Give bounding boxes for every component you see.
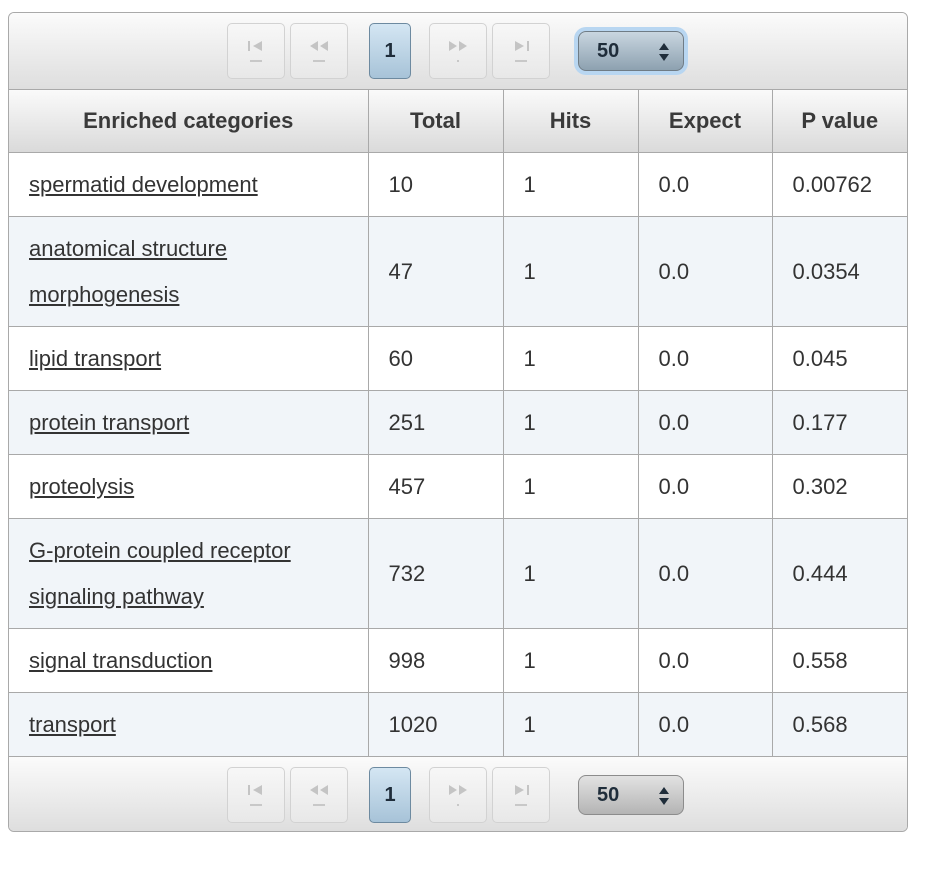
page-size-select[interactable]: 50 bbox=[578, 31, 684, 71]
header-total[interactable]: Total bbox=[368, 90, 504, 153]
first-page-icon bbox=[248, 785, 262, 795]
next-page-icon bbox=[449, 785, 467, 795]
page-size-value: 50 bbox=[597, 783, 620, 806]
expect-cell: 0.0 bbox=[638, 454, 773, 519]
pvalue-cell: 0.0354 bbox=[772, 216, 907, 327]
hits-cell: 1 bbox=[503, 628, 639, 693]
category-link[interactable]: protein transport bbox=[29, 409, 190, 435]
last-page-button[interactable] bbox=[492, 767, 550, 823]
table-row: G-protein coupled receptor signaling pat… bbox=[9, 518, 907, 629]
pvalue-cell: 0.558 bbox=[772, 628, 907, 693]
category-link[interactable]: G-protein coupled receptor signaling pat… bbox=[29, 537, 291, 609]
table-row: protein transport 251 1 0.0 0.177 bbox=[9, 390, 907, 455]
last-page-icon bbox=[515, 41, 529, 51]
table-row: lipid transport 60 1 0.0 0.045 bbox=[9, 326, 907, 391]
total-cell: 60 bbox=[368, 326, 504, 391]
hits-cell: 1 bbox=[503, 152, 639, 217]
table-row: transport 1020 1 0.0 0.568 bbox=[9, 692, 907, 756]
header-expect[interactable]: Expect bbox=[638, 90, 773, 153]
enrichment-grid: 1 50 Enriched categories Total Hits Expe… bbox=[8, 12, 908, 832]
hits-cell: 1 bbox=[503, 518, 639, 629]
next-page-icon bbox=[449, 41, 467, 51]
expect-cell: 0.0 bbox=[638, 518, 773, 629]
total-cell: 1020 bbox=[368, 692, 504, 756]
table-row: signal transduction 998 1 0.0 0.558 bbox=[9, 628, 907, 693]
prev-page-button[interactable] bbox=[290, 767, 348, 823]
expect-cell: 0.0 bbox=[638, 216, 773, 327]
category-link[interactable]: anatomical structure morphogenesis bbox=[29, 235, 228, 307]
select-arrows-icon bbox=[659, 787, 669, 805]
select-arrows-icon bbox=[659, 43, 669, 61]
expect-cell: 0.0 bbox=[638, 152, 773, 217]
pvalue-cell: 0.177 bbox=[772, 390, 907, 455]
pvalue-cell: 0.444 bbox=[772, 518, 907, 629]
total-cell: 251 bbox=[368, 390, 504, 455]
first-page-icon bbox=[248, 41, 262, 51]
hits-cell: 1 bbox=[503, 454, 639, 519]
last-page-icon bbox=[515, 785, 529, 795]
pvalue-cell: 0.045 bbox=[772, 326, 907, 391]
prev-page-icon bbox=[310, 41, 328, 51]
enrichment-table: Enriched categories Total Hits Expect P … bbox=[9, 90, 907, 756]
total-cell: 998 bbox=[368, 628, 504, 693]
header-p-value[interactable]: P value bbox=[772, 90, 907, 153]
header-enriched-categories[interactable]: Enriched categories bbox=[9, 90, 369, 153]
page-size-value: 50 bbox=[597, 39, 620, 62]
hits-cell: 1 bbox=[503, 216, 639, 327]
hits-cell: 1 bbox=[503, 326, 639, 391]
bottom-pager: 1 50 bbox=[9, 756, 907, 831]
total-cell: 457 bbox=[368, 454, 504, 519]
category-link[interactable]: spermatid development bbox=[29, 171, 258, 197]
top-pager: 1 50 bbox=[9, 13, 907, 90]
expect-cell: 0.0 bbox=[638, 390, 773, 455]
total-cell: 732 bbox=[368, 518, 504, 629]
table-row: proteolysis 457 1 0.0 0.302 bbox=[9, 454, 907, 519]
current-page[interactable]: 1 bbox=[369, 23, 411, 79]
total-cell: 47 bbox=[368, 216, 504, 327]
page-size-select[interactable]: 50 bbox=[578, 775, 684, 815]
expect-cell: 0.0 bbox=[638, 692, 773, 756]
expect-cell: 0.0 bbox=[638, 628, 773, 693]
pvalue-cell: 0.00762 bbox=[772, 152, 907, 217]
header-hits[interactable]: Hits bbox=[503, 90, 639, 153]
prev-page-icon bbox=[310, 785, 328, 795]
last-page-button[interactable] bbox=[492, 23, 550, 79]
table-row: anatomical structure morphogenesis 47 1 … bbox=[9, 216, 907, 327]
expect-cell: 0.0 bbox=[638, 326, 773, 391]
table-row: spermatid development 10 1 0.0 0.00762 bbox=[9, 152, 907, 217]
pvalue-cell: 0.302 bbox=[772, 454, 907, 519]
next-page-button[interactable] bbox=[429, 767, 487, 823]
hits-cell: 1 bbox=[503, 692, 639, 756]
category-link[interactable]: lipid transport bbox=[29, 345, 162, 371]
first-page-button[interactable] bbox=[227, 23, 285, 79]
hits-cell: 1 bbox=[503, 390, 639, 455]
category-link[interactable]: signal transduction bbox=[29, 647, 213, 673]
pvalue-cell: 0.568 bbox=[772, 692, 907, 756]
category-link[interactable]: proteolysis bbox=[29, 473, 135, 499]
prev-page-button[interactable] bbox=[290, 23, 348, 79]
first-page-button[interactable] bbox=[227, 767, 285, 823]
current-page[interactable]: 1 bbox=[369, 767, 411, 823]
category-link[interactable]: transport bbox=[29, 711, 116, 737]
next-page-button[interactable] bbox=[429, 23, 487, 79]
total-cell: 10 bbox=[368, 152, 504, 217]
